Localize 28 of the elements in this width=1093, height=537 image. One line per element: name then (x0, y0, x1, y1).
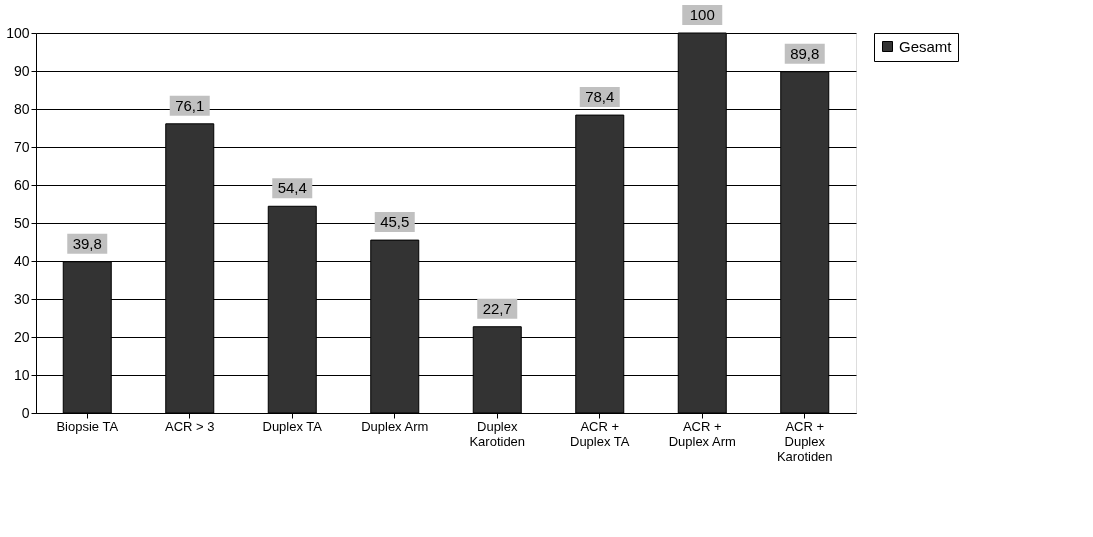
y-tick-label: 40 (13, 252, 30, 269)
text: 39,8 (72, 234, 102, 252)
x-tick-label: ACR + Duplex Karotiden (776, 418, 833, 464)
y-tick-label: 30 (13, 290, 30, 307)
text: 54,4 (277, 179, 307, 197)
y-tick-label: 20 (13, 328, 30, 345)
y-tick-label: 50 (13, 214, 30, 231)
x-tick-label: ACR > 3 (165, 418, 215, 434)
legend-label: Gesamt (899, 37, 953, 55)
text: 89,8 (790, 44, 820, 62)
x-tick-label: Duplex Karotiden (469, 418, 526, 449)
text: 22,7 (482, 299, 512, 317)
x-tick-label: Biopsie TA (56, 418, 119, 434)
y-tick-label: 80 (13, 100, 30, 117)
text: 100 (689, 6, 715, 23)
y-tick-label: 100 (6, 24, 30, 41)
x-tick-label: Duplex TA (262, 418, 323, 434)
y-tick-label: 60 (13, 176, 30, 193)
y-tick-label: 90 (13, 62, 30, 79)
text: 76,1 (175, 96, 205, 114)
text: 45,5 (380, 213, 410, 231)
x-tick-label: ACR + Duplex TA (570, 418, 630, 449)
x-tick-label: Duplex Arm (361, 418, 429, 434)
y-tick-label: 70 (13, 138, 30, 155)
x-tick-label: ACR + Duplex Arm (668, 418, 736, 449)
text: 78,4 (585, 88, 615, 106)
y-tick-label: 10 (13, 366, 30, 383)
y-tick-label: 0 (21, 404, 30, 421)
